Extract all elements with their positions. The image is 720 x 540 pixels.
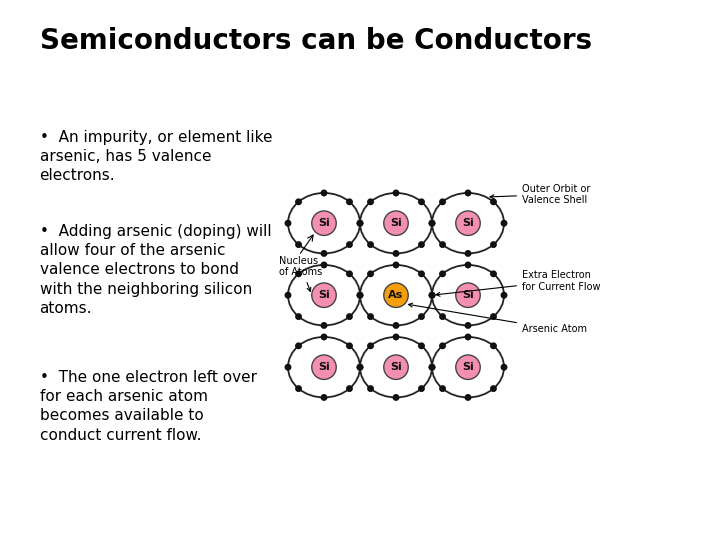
Circle shape — [312, 211, 336, 235]
Circle shape — [500, 220, 508, 227]
Circle shape — [418, 198, 425, 205]
Text: As: As — [388, 290, 404, 300]
Circle shape — [490, 241, 497, 248]
Circle shape — [418, 313, 425, 320]
Circle shape — [392, 334, 400, 340]
Circle shape — [295, 385, 302, 392]
Circle shape — [356, 220, 364, 227]
Circle shape — [428, 220, 436, 227]
Text: Si: Si — [318, 218, 330, 228]
Circle shape — [464, 250, 472, 257]
Text: Si: Si — [462, 362, 474, 372]
Text: Si: Si — [462, 290, 474, 300]
Circle shape — [384, 355, 408, 380]
Circle shape — [439, 241, 446, 248]
Circle shape — [456, 355, 480, 380]
Circle shape — [490, 385, 497, 392]
Circle shape — [284, 364, 292, 370]
Circle shape — [384, 283, 408, 307]
Circle shape — [356, 292, 364, 299]
Text: Si: Si — [462, 218, 474, 228]
Circle shape — [392, 322, 400, 329]
Text: •  An impurity, or element like
arsenic, has 5 valence
electrons.: • An impurity, or element like arsenic, … — [40, 130, 272, 183]
Circle shape — [392, 261, 400, 268]
Circle shape — [384, 211, 408, 235]
Circle shape — [346, 385, 353, 392]
Circle shape — [439, 198, 446, 205]
Circle shape — [428, 292, 436, 299]
Circle shape — [500, 364, 508, 370]
Circle shape — [428, 364, 436, 370]
Text: Semiconductors can be Conductors: Semiconductors can be Conductors — [40, 27, 592, 55]
Circle shape — [367, 198, 374, 205]
Text: Arsenic Atom: Arsenic Atom — [408, 303, 587, 334]
Circle shape — [490, 342, 497, 349]
Text: •  Adding arsenic (doping) will
allow four of the arsenic
valence electrons to b: • Adding arsenic (doping) will allow fou… — [40, 224, 271, 316]
Circle shape — [367, 385, 374, 392]
Circle shape — [392, 190, 400, 197]
Circle shape — [439, 342, 446, 349]
Text: Extra Electron
for Current Flow: Extra Electron for Current Flow — [436, 270, 600, 296]
Circle shape — [456, 283, 480, 307]
Circle shape — [439, 385, 446, 392]
Circle shape — [346, 342, 353, 349]
Text: Si: Si — [390, 218, 402, 228]
Text: Si: Si — [318, 362, 330, 372]
Text: Si: Si — [318, 290, 330, 300]
Circle shape — [295, 271, 302, 277]
Circle shape — [295, 342, 302, 349]
Circle shape — [320, 322, 328, 329]
Circle shape — [346, 198, 353, 205]
Circle shape — [418, 241, 425, 248]
Circle shape — [356, 220, 364, 227]
Circle shape — [295, 313, 302, 320]
Circle shape — [428, 220, 436, 227]
Circle shape — [464, 394, 472, 401]
Circle shape — [295, 198, 302, 205]
Circle shape — [392, 394, 400, 401]
Circle shape — [356, 364, 364, 370]
Circle shape — [346, 241, 353, 248]
Circle shape — [439, 271, 446, 277]
Circle shape — [392, 250, 400, 257]
Text: Si: Si — [390, 362, 402, 372]
Circle shape — [320, 261, 328, 268]
Text: Outer Orbit or
Valence Shell: Outer Orbit or Valence Shell — [490, 184, 590, 205]
Circle shape — [284, 292, 292, 299]
Circle shape — [320, 334, 328, 340]
Circle shape — [464, 322, 472, 329]
Circle shape — [490, 198, 497, 205]
Circle shape — [346, 313, 353, 320]
Circle shape — [464, 261, 472, 268]
Circle shape — [346, 271, 353, 277]
Circle shape — [464, 190, 472, 197]
Circle shape — [320, 394, 328, 401]
Circle shape — [418, 342, 425, 349]
Circle shape — [490, 271, 497, 277]
Circle shape — [356, 292, 364, 299]
Circle shape — [418, 271, 425, 277]
Circle shape — [500, 292, 508, 299]
Circle shape — [295, 241, 302, 248]
Circle shape — [356, 364, 364, 370]
Text: •  The one electron left over
for each arsenic atom
becomes available to
conduct: • The one electron left over for each ar… — [40, 370, 256, 442]
Circle shape — [490, 313, 497, 320]
Text: Nucleus
of Atoms: Nucleus of Atoms — [279, 255, 323, 292]
Circle shape — [312, 355, 336, 380]
Circle shape — [464, 334, 472, 340]
Circle shape — [418, 385, 425, 392]
Circle shape — [428, 364, 436, 370]
Circle shape — [367, 241, 374, 248]
Circle shape — [367, 271, 374, 277]
Circle shape — [312, 283, 336, 307]
Circle shape — [367, 313, 374, 320]
Circle shape — [367, 342, 374, 349]
Circle shape — [456, 211, 480, 235]
Circle shape — [320, 190, 328, 197]
Circle shape — [428, 292, 436, 299]
Circle shape — [284, 220, 292, 227]
Circle shape — [439, 313, 446, 320]
Circle shape — [320, 250, 328, 257]
